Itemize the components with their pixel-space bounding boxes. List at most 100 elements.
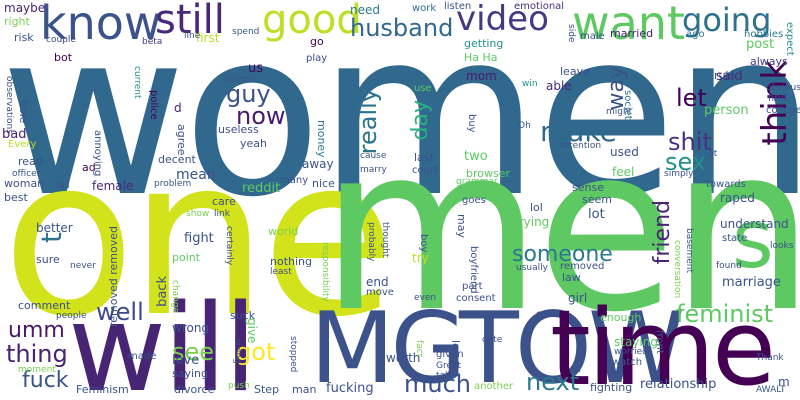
- word-will: will: [68, 280, 257, 400]
- word-give: give: [245, 318, 259, 344]
- word-guy: guy: [226, 80, 271, 108]
- word-stopped: stopped: [288, 336, 298, 373]
- word-know: know: [40, 0, 162, 50]
- word-gt: gt: [708, 149, 718, 159]
- word-now: now: [236, 102, 286, 130]
- word-rule: rule: [714, 69, 736, 82]
- word-end: end: [366, 275, 389, 289]
- word-married: married: [610, 27, 654, 40]
- word-away: away: [302, 157, 334, 171]
- word-always: always: [750, 55, 788, 68]
- word-listen: listen: [444, 1, 472, 12]
- word-well: well: [96, 298, 144, 326]
- word-men: men: [320, 96, 800, 362]
- word-grammar: grammar: [456, 177, 498, 187]
- word-part: part: [462, 281, 483, 292]
- word-sex: sex: [665, 148, 707, 176]
- word-given: given: [436, 349, 464, 360]
- word-much: much: [404, 370, 471, 398]
- word-found: found: [716, 261, 742, 271]
- word-back: back: [155, 276, 170, 307]
- word-hobbies: hobbies: [744, 29, 784, 40]
- word-m: m: [778, 375, 790, 389]
- word-boy: boy: [418, 234, 429, 253]
- word-agree: agree: [175, 124, 188, 156]
- word-removed: removed: [560, 261, 605, 272]
- word-use: use: [414, 83, 432, 94]
- word-step: Step: [254, 383, 280, 396]
- word-trying: trying: [514, 215, 550, 229]
- word-ago: ago: [686, 29, 705, 40]
- word-responsibility: responsibility: [320, 242, 330, 302]
- word-consent: consent: [456, 293, 496, 304]
- word-relationship: relationship: [640, 377, 717, 392]
- word-raped: raped: [720, 191, 755, 205]
- word-court: court: [412, 165, 438, 176]
- word-current: current: [132, 66, 142, 99]
- word-obvious: obvious: [766, 83, 800, 93]
- word-fight: fight: [184, 231, 214, 246]
- word-next: next: [526, 368, 580, 396]
- word-want: want: [572, 0, 686, 50]
- word-string: string: [232, 338, 242, 364]
- word-watch: watch: [612, 357, 643, 368]
- word-fucking: fucking: [326, 381, 374, 396]
- word-friend: friend: [650, 200, 675, 265]
- word-lot: lot: [588, 207, 605, 222]
- word-wrong: wrong: [172, 321, 210, 335]
- word-expect: expect: [784, 22, 795, 56]
- word-need: need: [350, 3, 380, 17]
- word-sense: sense: [572, 181, 604, 194]
- word-goes: goes: [462, 195, 486, 206]
- word-yeah: yeah: [240, 137, 267, 150]
- word-bad: bad: [2, 127, 27, 142]
- word-never: never: [70, 261, 96, 271]
- word-college: college: [766, 105, 800, 116]
- word-marry: marry: [360, 165, 387, 175]
- word-talk: talk: [436, 371, 453, 381]
- word-line: line: [184, 31, 201, 41]
- word-cause: cause: [360, 151, 387, 161]
- word-going: going: [682, 1, 772, 39]
- word-nice: nice: [312, 177, 335, 190]
- word-every: Every: [8, 139, 37, 150]
- word-s: s: [732, 193, 774, 286]
- word-make: make: [540, 115, 617, 148]
- word-love: love: [172, 353, 200, 368]
- word-great: Great: [436, 361, 462, 371]
- word-still: still: [155, 0, 225, 43]
- word-haha: Ha Ha: [464, 51, 498, 64]
- word-beta: beta: [142, 37, 163, 47]
- word-said: said: [716, 69, 743, 84]
- word-seem: seem: [582, 193, 612, 206]
- word-simply: simply: [664, 169, 694, 179]
- word-feminism: Feminism: [76, 383, 129, 396]
- word-let: let: [676, 84, 707, 112]
- word-long: long: [449, 340, 462, 364]
- word-browser: browser: [466, 167, 511, 180]
- word-might: might: [606, 107, 633, 117]
- word-husband: husband: [350, 14, 454, 42]
- word-care: care: [212, 195, 236, 208]
- word-made: made: [128, 351, 157, 362]
- word-leave: leave: [560, 65, 590, 78]
- word-boyfriend: boyfriend: [468, 246, 479, 294]
- word-thought: thought: [380, 222, 390, 258]
- word-fuck: fuck: [22, 368, 69, 393]
- word-reddit: reddit: [242, 181, 281, 196]
- word-may: may: [455, 214, 468, 238]
- word-date: date: [482, 335, 503, 345]
- word-money: money: [315, 120, 328, 158]
- word-hole: hole: [17, 100, 30, 124]
- word-useless: useless: [218, 123, 259, 136]
- word-post: post: [746, 37, 775, 52]
- word-many: many: [280, 175, 309, 186]
- word-first: first: [196, 31, 220, 45]
- word-thank: Thank: [756, 353, 784, 363]
- word-removed-removed: removed removed: [107, 226, 120, 328]
- word-state: state: [722, 233, 748, 244]
- word-usually: usually: [516, 263, 548, 273]
- word-one: one: [2, 112, 396, 365]
- word-best: best: [4, 191, 28, 204]
